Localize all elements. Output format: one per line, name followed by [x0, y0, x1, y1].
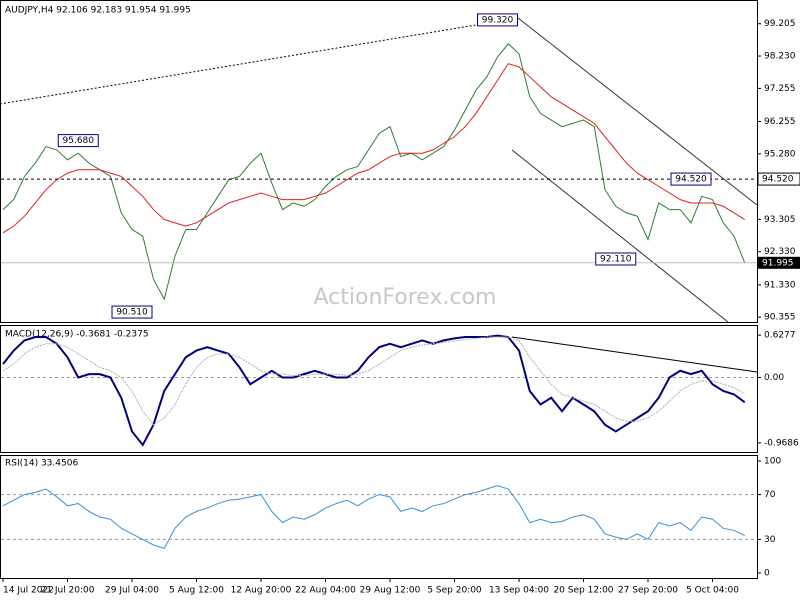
- annotation-label: 99.320: [482, 15, 514, 25]
- annotation-box: [111, 305, 153, 319]
- y-tick-label: 91.330: [764, 280, 796, 290]
- y-tick-label: 100: [764, 457, 781, 467]
- x-tick-label: 22 Aug 04:00: [295, 586, 356, 596]
- annotation-label: 94.520: [675, 175, 707, 185]
- y-tick-label: 0.00: [764, 373, 784, 383]
- y-tick-label: 0: [764, 569, 770, 579]
- x-tick-label: 21 Jul 20:00: [41, 586, 95, 596]
- current-label: 91.995: [762, 258, 794, 268]
- x-tick-label: 29 Jul 04:00: [105, 586, 159, 596]
- x-tick-label: 20 Sep 12:00: [553, 586, 613, 596]
- y-tick-label: 92.330: [764, 247, 796, 257]
- y-tick-label: 0.6277: [764, 331, 796, 341]
- trend-line: [0, 17, 519, 105]
- level-label: 94.520: [762, 175, 794, 185]
- series-line: [2, 63, 746, 234]
- x-tick-label: 13 Sep 04:00: [489, 586, 549, 596]
- x-tick-label: 5 Oct 04:00: [686, 586, 739, 596]
- y-tick-label: 70: [764, 490, 776, 500]
- y-tick-label: 30: [764, 535, 776, 545]
- x-tick-label: 14 Jul 2022: [3, 586, 54, 596]
- y-tick-label: -0.9686: [764, 438, 799, 448]
- x-tick-label: 12 Aug 20:00: [231, 586, 292, 596]
- x-tick-label: 29 Aug 12:00: [360, 586, 421, 596]
- macd-title: MACD(12,26,9) -0.3681 -0.2375: [5, 330, 149, 340]
- annotation-label: 95.680: [63, 136, 95, 146]
- annotation-box: [670, 172, 712, 186]
- macd-trend-line: [511, 336, 758, 373]
- rsi-title: RSI(14) 33.4506: [5, 459, 78, 469]
- annotation-box: [57, 134, 99, 148]
- y-tick-label: 98.230: [764, 52, 796, 62]
- current-box: [758, 256, 800, 269]
- watermark: ActionForex.com: [314, 285, 497, 310]
- y-tick-label: 95.280: [764, 149, 796, 159]
- series-line: [2, 334, 746, 447]
- series-line: [2, 336, 745, 426]
- annotation-label: 90.510: [116, 308, 148, 318]
- series-line: [2, 485, 745, 549]
- level-box: [757, 172, 800, 186]
- price-title: AUDJPY,H4 92.106 92.183 91.954 91.995: [5, 6, 191, 16]
- channel-line: [517, 17, 758, 206]
- x-tick-label: 5 Sep 20:00: [427, 586, 482, 596]
- annotation-label: 92.110: [600, 254, 632, 264]
- y-tick-label: 99.205: [764, 19, 796, 29]
- price-pane: [0, 0, 758, 323]
- x-tick-label: 5 Aug 12:00: [169, 586, 224, 596]
- macd-pane: [0, 325, 758, 453]
- y-tick-label: 97.255: [764, 84, 796, 94]
- annotation-box: [595, 252, 637, 266]
- y-tick-label: 90.355: [764, 313, 796, 323]
- y-tick-label: 96.255: [764, 117, 796, 127]
- y-tick-label: 93.305: [764, 215, 796, 225]
- rsi-pane: [0, 455, 758, 579]
- x-tick-label: 27 Sep 20:00: [618, 586, 678, 596]
- annotation-box: [477, 13, 518, 27]
- series-line: [2, 43, 746, 301]
